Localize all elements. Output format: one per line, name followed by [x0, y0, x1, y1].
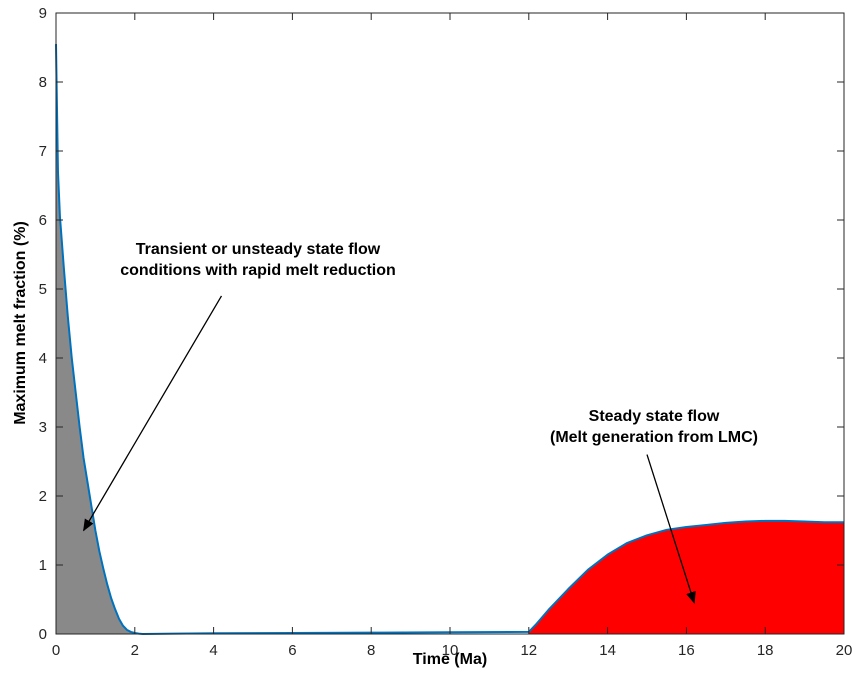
annotation-arrow	[83, 295, 223, 532]
annotation-line: (Melt generation from LMC)	[550, 429, 758, 446]
x-tick-label: 12	[520, 642, 537, 659]
annotation-1: Transient or unsteady state flow conditio…	[83, 241, 396, 532]
y-tick-label: 9	[39, 5, 47, 22]
y-tick-label: 6	[39, 212, 47, 229]
annotations: Transient or unsteady state flow conditio…	[83, 241, 758, 604]
x-tick-label: 16	[678, 642, 695, 659]
x-tick-label: 8	[367, 642, 375, 659]
annotation-line: Transient or unsteady state flow	[136, 241, 381, 258]
y-tick-label: 1	[39, 557, 47, 574]
y-tick-label: 3	[39, 419, 47, 436]
annotation-2: Steady state flow (Melt generation from L…	[550, 408, 758, 604]
annotation-line: Steady state flow	[589, 408, 720, 425]
annotation-text: Steady state flow (Melt generation from L…	[550, 408, 758, 446]
y-tick-label: 4	[39, 350, 47, 367]
y-tick-label: 7	[39, 143, 47, 160]
x-tick-label: 0	[52, 642, 60, 659]
x-tick-label: 18	[757, 642, 774, 659]
annotation-line: conditions with rapid melt reduction	[120, 262, 396, 279]
x-tick-label: 2	[131, 642, 139, 659]
y-tick-label: 8	[39, 74, 47, 91]
x-tick-label: 10	[442, 642, 459, 659]
fill-area-1	[56, 44, 143, 635]
y-tick-label: 2	[39, 488, 47, 505]
y-axis-label: Maximum melt fraction (%)	[12, 221, 29, 425]
annotation-arrow	[646, 454, 696, 604]
x-tick-label: 20	[836, 642, 853, 659]
x-tick-label: 4	[209, 642, 217, 659]
annotation-text: Transient or unsteady state flow conditio…	[120, 241, 396, 279]
x-tick-label: 14	[599, 642, 616, 659]
y-tick-label: 0	[39, 626, 47, 643]
y-tick-label: 5	[39, 281, 47, 298]
x-tick-label: 6	[288, 642, 296, 659]
x-axis-label: Time (Ma)	[413, 651, 487, 668]
